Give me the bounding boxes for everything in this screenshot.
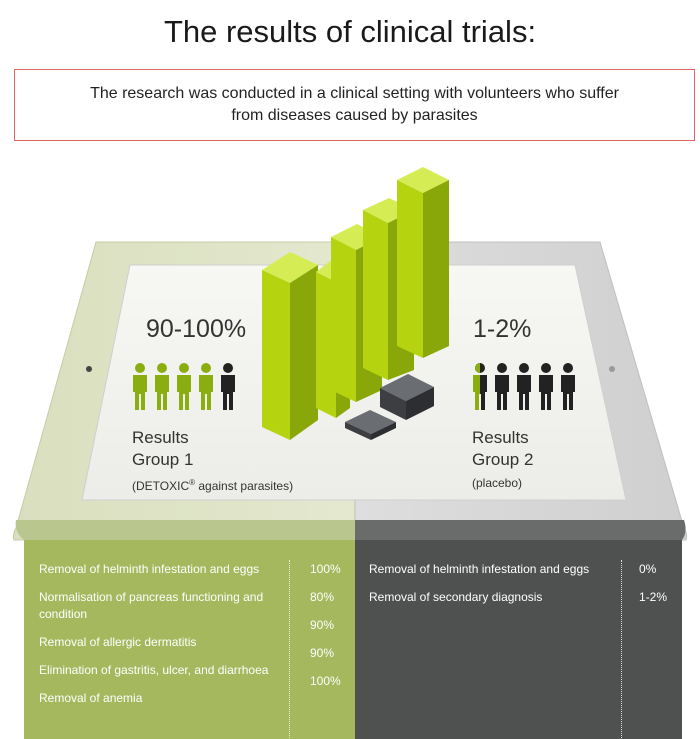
group1-sub-suffix: against parasites) xyxy=(195,479,294,493)
group1-percent: 90-100% xyxy=(146,315,247,343)
group2-people xyxy=(470,362,578,412)
registered-mark: ® xyxy=(189,478,196,487)
tablet-base-edge xyxy=(15,520,686,540)
group2-label-line1: Results xyxy=(472,428,529,447)
group2-label-line2: Group 2 xyxy=(472,450,534,469)
group1-label-line2: Group 1 xyxy=(132,450,194,469)
right-value: 0% xyxy=(639,562,657,576)
group1-label-line1: Results xyxy=(132,428,189,447)
group2-label: Results Group 2 (placebo) xyxy=(472,427,533,491)
group2-sub: (placebo) xyxy=(472,476,523,490)
left-item: Removal of helminth infestation and eggs xyxy=(39,562,260,576)
person-icon xyxy=(133,363,147,410)
person-icon xyxy=(473,363,487,410)
left-item: Removal of allergic dermatitis xyxy=(39,635,197,649)
left-value: 90% xyxy=(310,646,335,660)
page-title: The results of clinical trials: xyxy=(163,14,537,49)
right-item: Removal of secondary diagnosis xyxy=(369,590,543,604)
left-item: Removal of anemia xyxy=(39,691,143,705)
left-value: 100% xyxy=(310,674,341,688)
person-icon xyxy=(199,363,213,410)
group1-sub: (DETOXIC® against parasites) xyxy=(132,475,293,494)
person-icon xyxy=(539,363,553,410)
left-item: Normalisation of pancreas functioning an… xyxy=(39,590,264,621)
right-value: 1-2% xyxy=(639,590,668,604)
left-value: 90% xyxy=(310,618,335,632)
right-panel-divider xyxy=(621,560,622,739)
person-icon xyxy=(517,363,531,410)
group1-results-panel xyxy=(24,540,355,739)
person-icon xyxy=(177,363,191,410)
person-icon xyxy=(221,363,235,410)
person-icon xyxy=(155,363,169,410)
left-value: 80% xyxy=(310,590,335,604)
person-icon xyxy=(561,363,575,410)
person-icon xyxy=(495,363,509,410)
group1-people xyxy=(130,362,238,412)
intro-box: The research was conducted in a clinical… xyxy=(14,69,695,141)
group1-label: Results Group 1 (DETOXIC® against parasi… xyxy=(132,427,293,494)
left-value: 100% xyxy=(310,562,341,576)
group2-results-panel xyxy=(355,540,682,739)
group2-percent: 1-2% xyxy=(473,315,532,343)
group1-sub-prefix: (DETOXIC xyxy=(132,479,190,493)
tablet-illustration xyxy=(0,140,700,739)
right-item: Removal of helminth infestation and eggs xyxy=(369,562,590,576)
left-panel-divider xyxy=(289,560,290,739)
left-item: Elimination of gastritis, ulcer, and dia… xyxy=(39,663,269,677)
intro-text: The research was conducted in a clinical… xyxy=(90,85,619,124)
